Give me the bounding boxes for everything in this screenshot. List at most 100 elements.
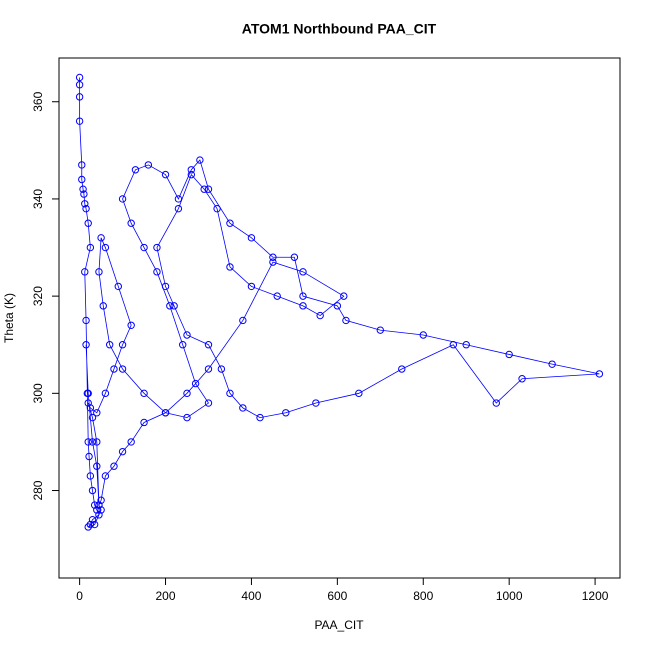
- point: [88, 438, 97, 446]
- y-tick-label: 280: [31, 480, 45, 500]
- point: [97, 506, 105, 514]
- point: [93, 462, 101, 470]
- point: [204, 185, 213, 193]
- point: [213, 204, 221, 213]
- point: [153, 243, 161, 252]
- point: [299, 292, 307, 300]
- point: [355, 389, 363, 398]
- point: [114, 282, 122, 291]
- point: [78, 161, 86, 169]
- point: [204, 341, 213, 349]
- point: [99, 302, 107, 310]
- point: [86, 404, 95, 412]
- point: [398, 365, 406, 373]
- point: [80, 190, 88, 198]
- point: [204, 399, 213, 407]
- point: [127, 321, 135, 329]
- point: [110, 365, 118, 373]
- point: [127, 438, 135, 446]
- point: [518, 375, 526, 383]
- y-tick-label: 340: [31, 189, 45, 209]
- point: [78, 175, 86, 184]
- point: [118, 341, 127, 349]
- point: [342, 316, 350, 325]
- point: [86, 243, 95, 252]
- point: [161, 170, 170, 179]
- point: [84, 399, 92, 407]
- point: [81, 200, 89, 208]
- point: [239, 316, 247, 325]
- point: [82, 204, 90, 213]
- point: [153, 268, 161, 276]
- point: [419, 331, 427, 339]
- point: [548, 360, 556, 368]
- point: [333, 302, 342, 310]
- point: [226, 219, 234, 227]
- point: [118, 447, 127, 456]
- point: [161, 282, 170, 291]
- y-tick-label: 320: [31, 286, 45, 306]
- point: [90, 501, 99, 509]
- point: [191, 379, 200, 388]
- point: [93, 409, 101, 417]
- point: [82, 316, 90, 325]
- point: [101, 389, 110, 398]
- point: [75, 117, 84, 125]
- point: [492, 399, 500, 407]
- point: [140, 418, 148, 427]
- point: [93, 438, 101, 446]
- point: [269, 253, 277, 261]
- point: [84, 523, 92, 531]
- point: [290, 253, 299, 261]
- point: [187, 166, 196, 174]
- point: [299, 268, 307, 276]
- x-tick-label: 600: [327, 589, 347, 603]
- point: [183, 331, 191, 339]
- point: [256, 413, 264, 422]
- point: [140, 389, 148, 398]
- y-tick-label: 360: [31, 91, 45, 111]
- point: [110, 462, 118, 470]
- point: [97, 496, 105, 504]
- point: [200, 185, 208, 193]
- point: [93, 506, 101, 514]
- point: [247, 234, 256, 242]
- point: [82, 341, 90, 349]
- point: [282, 409, 290, 417]
- point: [140, 243, 148, 252]
- point: [196, 156, 204, 164]
- point: [75, 81, 84, 89]
- point: [101, 472, 110, 480]
- point: [166, 302, 174, 310]
- x-tick-label: 1200: [582, 589, 609, 603]
- point: [118, 365, 127, 373]
- x-tick-label: 800: [413, 589, 433, 603]
- point: [217, 365, 226, 373]
- point: [95, 501, 103, 509]
- point: [84, 219, 92, 227]
- point: [75, 93, 84, 101]
- x-tick-label: 400: [241, 589, 261, 603]
- point: [183, 389, 191, 398]
- point: [90, 520, 99, 529]
- point: [239, 404, 247, 412]
- point: [95, 511, 103, 519]
- point: [161, 409, 170, 417]
- point: [88, 413, 97, 422]
- point: [95, 268, 103, 276]
- point: [81, 268, 89, 276]
- x-tick-label: 0: [76, 589, 83, 603]
- point: [118, 195, 127, 203]
- point: [183, 413, 191, 422]
- point: [86, 472, 95, 480]
- point: [187, 170, 196, 179]
- point: [226, 263, 234, 271]
- point: [79, 185, 87, 193]
- point: [316, 311, 324, 320]
- point: [75, 73, 84, 82]
- point: [88, 486, 97, 495]
- x-tick-label: 200: [156, 589, 176, 603]
- point: [174, 195, 183, 203]
- point: [86, 520, 95, 529]
